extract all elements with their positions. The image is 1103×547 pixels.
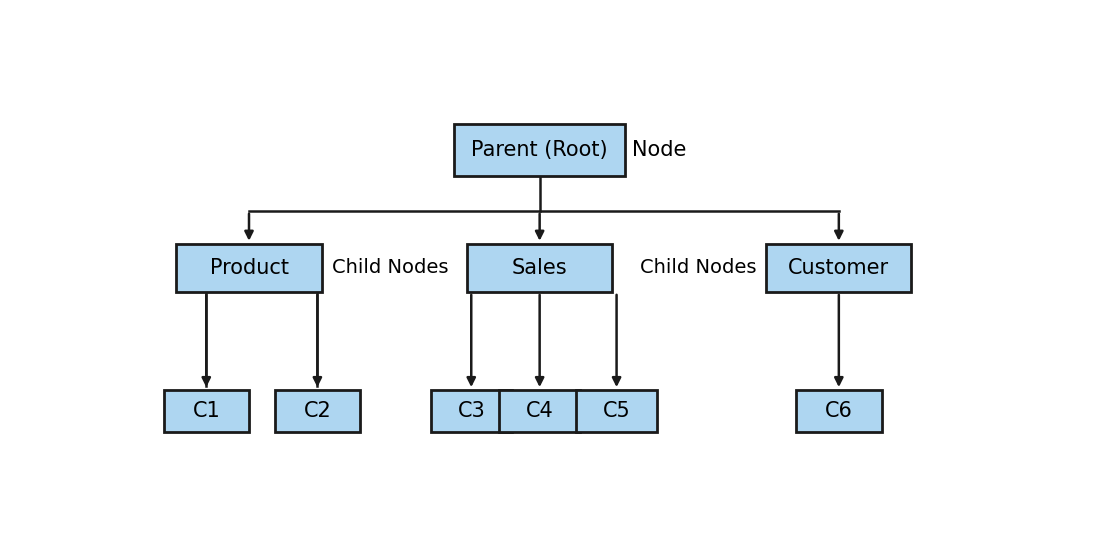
Text: C4: C4	[526, 401, 554, 421]
FancyBboxPatch shape	[163, 390, 249, 432]
Text: Node: Node	[632, 140, 686, 160]
FancyBboxPatch shape	[430, 390, 512, 432]
Text: Child Nodes: Child Nodes	[640, 258, 756, 277]
Text: C3: C3	[458, 401, 485, 421]
FancyBboxPatch shape	[454, 124, 625, 176]
FancyBboxPatch shape	[275, 390, 360, 432]
FancyBboxPatch shape	[467, 243, 612, 292]
FancyBboxPatch shape	[576, 390, 657, 432]
Text: Parent (Root): Parent (Root)	[471, 140, 608, 160]
Text: C6: C6	[825, 401, 853, 421]
Text: Product: Product	[210, 258, 289, 278]
Text: Sales: Sales	[512, 258, 567, 278]
FancyBboxPatch shape	[499, 390, 580, 432]
Text: Customer: Customer	[789, 258, 889, 278]
Text: C1: C1	[192, 401, 221, 421]
Text: C5: C5	[602, 401, 631, 421]
FancyBboxPatch shape	[176, 243, 322, 292]
Text: Child Nodes: Child Nodes	[332, 258, 448, 277]
FancyBboxPatch shape	[767, 243, 911, 292]
FancyBboxPatch shape	[796, 390, 881, 432]
Text: C2: C2	[303, 401, 331, 421]
